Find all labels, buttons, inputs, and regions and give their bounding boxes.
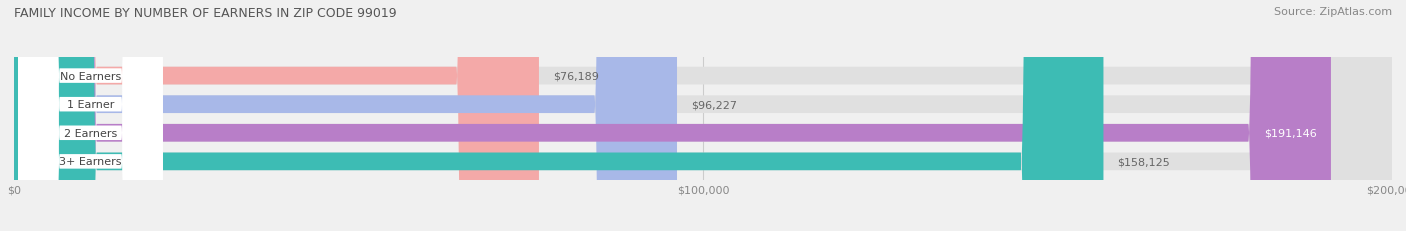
FancyBboxPatch shape [18, 0, 163, 231]
Text: $76,189: $76,189 [553, 71, 599, 81]
FancyBboxPatch shape [18, 0, 163, 231]
FancyBboxPatch shape [18, 0, 163, 231]
Text: 2 Earners: 2 Earners [63, 128, 117, 138]
FancyBboxPatch shape [14, 0, 678, 231]
FancyBboxPatch shape [14, 0, 1392, 231]
Text: 3+ Earners: 3+ Earners [59, 157, 122, 167]
FancyBboxPatch shape [14, 0, 1392, 231]
Text: $96,227: $96,227 [690, 100, 737, 110]
FancyBboxPatch shape [18, 0, 163, 231]
Text: No Earners: No Earners [60, 71, 121, 81]
FancyBboxPatch shape [14, 0, 538, 231]
Text: $191,146: $191,146 [1264, 128, 1317, 138]
Text: 1 Earner: 1 Earner [67, 100, 114, 110]
FancyBboxPatch shape [14, 0, 1392, 231]
Text: FAMILY INCOME BY NUMBER OF EARNERS IN ZIP CODE 99019: FAMILY INCOME BY NUMBER OF EARNERS IN ZI… [14, 7, 396, 20]
Text: $158,125: $158,125 [1118, 157, 1170, 167]
FancyBboxPatch shape [14, 0, 1331, 231]
FancyBboxPatch shape [14, 0, 1392, 231]
FancyBboxPatch shape [14, 0, 1104, 231]
Text: Source: ZipAtlas.com: Source: ZipAtlas.com [1274, 7, 1392, 17]
